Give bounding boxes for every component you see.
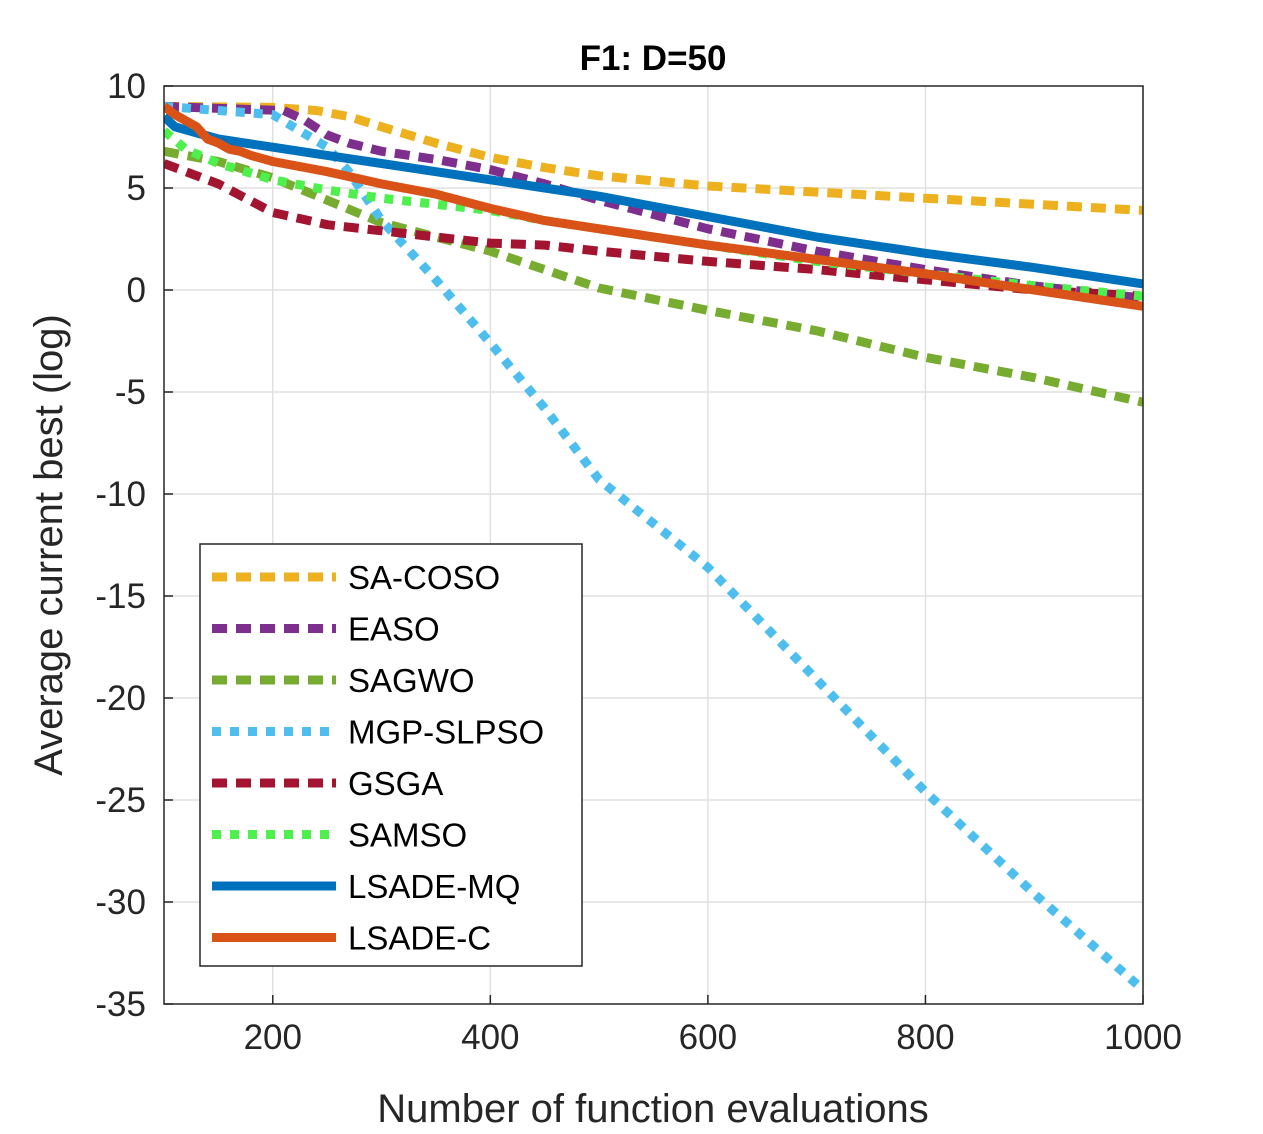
y-tick-label: -5 — [115, 373, 146, 412]
legend-label: LSADE-C — [348, 920, 491, 957]
y-tick-label: -15 — [95, 577, 146, 616]
legend-label: GSGA — [348, 765, 443, 802]
series-line-easo — [164, 101, 1143, 303]
legend-label: SA-COSO — [348, 559, 500, 596]
legend-label: SAGWO — [348, 662, 475, 699]
series-line-lsade-mq — [164, 113, 1143, 289]
legend-label: EASO — [348, 611, 440, 648]
y-tick-label: -30 — [95, 883, 146, 922]
ticks: 200 400 600 800 1000 10 5 0 -5 -10 -15 -20 -25 -30 -35 — [95, 67, 1182, 1057]
y-tick-label: -25 — [95, 781, 146, 820]
series-line-gsga — [164, 159, 1143, 301]
series-line-lsade-c — [164, 102, 1143, 311]
x-tick-label: 600 — [679, 1018, 737, 1057]
y-tick-label: -10 — [95, 475, 146, 514]
y-tick-label: 0 — [127, 271, 146, 310]
x-tick-label: 400 — [461, 1018, 519, 1057]
x-tick-label: 1000 — [1104, 1018, 1182, 1057]
chart-title: F1: D=50 — [580, 39, 727, 78]
axes-box — [163, 85, 1144, 1005]
series-line-sa-coso — [164, 101, 1143, 215]
series-line-mgp-slpso — [164, 101, 1143, 994]
y-tick-label: -35 — [95, 985, 146, 1024]
legend: SA-COSO EASO SAGWO MGP-SLPSO GSGA SAMSO LSADE-… — [199, 543, 583, 967]
legend-label: MGP-SLPSO — [348, 714, 544, 751]
legend-box — [199, 543, 583, 967]
series-layer — [164, 101, 1143, 994]
x-tick-label: 200 — [244, 1018, 302, 1057]
y-tick-label: 10 — [107, 67, 146, 106]
y-tick-label: -20 — [95, 679, 146, 718]
legend-label: SAMSO — [348, 817, 467, 854]
x-axis-title: Number of function evaluations — [377, 1087, 928, 1131]
y-tick-label: 5 — [127, 169, 146, 208]
y-axis-title: Average current best (log) — [27, 314, 71, 776]
x-tick-label: 800 — [896, 1018, 954, 1057]
legend-label: LSADE-MQ — [348, 868, 520, 905]
